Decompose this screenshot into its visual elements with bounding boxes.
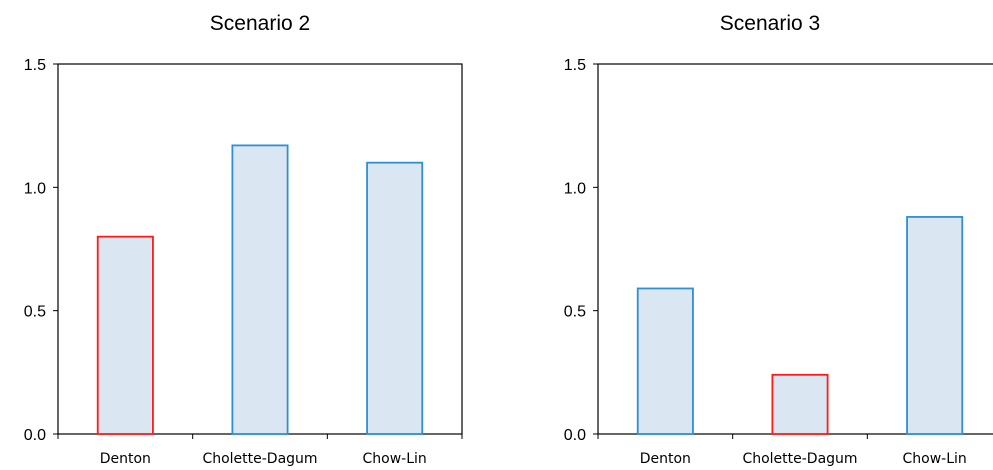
bar-cholette-dagum bbox=[231, 144, 289, 435]
chart-title: Scenario 2 bbox=[210, 12, 310, 35]
y-tick-label: 0.0 bbox=[24, 427, 46, 444]
chart-panel-2: Scenario 3 0.0 0.5 1.0 1.5 Denton Cholette-Dag… bbox=[564, 12, 993, 467]
x-tick-label: Chow-Lin bbox=[363, 451, 427, 467]
bar-denton bbox=[636, 287, 694, 435]
y-tick-label: 1.5 bbox=[564, 57, 586, 74]
bar-chow-lin bbox=[366, 161, 424, 435]
x-tick-label: Cholette-Dagum bbox=[742, 451, 857, 467]
x-tick-label: Cholette-Dagum bbox=[202, 451, 317, 467]
bar-cholette-dagum bbox=[771, 373, 829, 435]
y-tick-label: 1.0 bbox=[24, 180, 46, 197]
chart-panel-1: Scenario 2 0.0 0.5 1.0 1.5 Denton Cholette-Dag… bbox=[24, 12, 463, 467]
bar-denton bbox=[96, 235, 154, 435]
y-tick-label: 1.5 bbox=[24, 57, 46, 74]
x-tick-label: Denton bbox=[640, 451, 691, 467]
y-tick-label: 1.0 bbox=[564, 180, 586, 197]
bar-chow-lin bbox=[906, 216, 964, 435]
y-tick-label: 0.5 bbox=[564, 304, 586, 321]
chart-title: Scenario 3 bbox=[720, 12, 820, 35]
x-tick-label: Denton bbox=[100, 451, 151, 467]
y-tick-label: 0.5 bbox=[24, 304, 46, 321]
y-tick-label: 0.0 bbox=[564, 427, 586, 444]
x-tick-label: Chow-Lin bbox=[903, 451, 967, 467]
